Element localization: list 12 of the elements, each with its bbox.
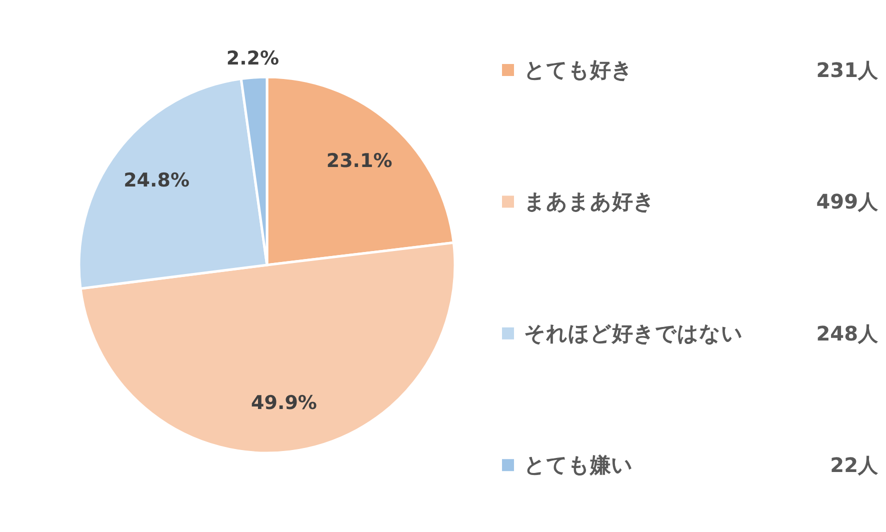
data-label: 24.8%	[124, 169, 190, 192]
legend-label: とても嫌い	[524, 453, 633, 478]
data-label: 2.2%	[226, 48, 280, 70]
data-label: 49.9%	[251, 392, 317, 414]
data-label: 23.1%	[326, 150, 392, 172]
text: 22人	[830, 453, 879, 478]
text: 248人	[816, 321, 879, 346]
legend-label: まあまあ好き	[524, 190, 655, 214]
legend-label: それほど好きではない	[524, 321, 743, 346]
text: 499人	[816, 190, 879, 214]
legend-label: とても好き	[524, 58, 633, 82]
text: 231人	[816, 58, 879, 82]
